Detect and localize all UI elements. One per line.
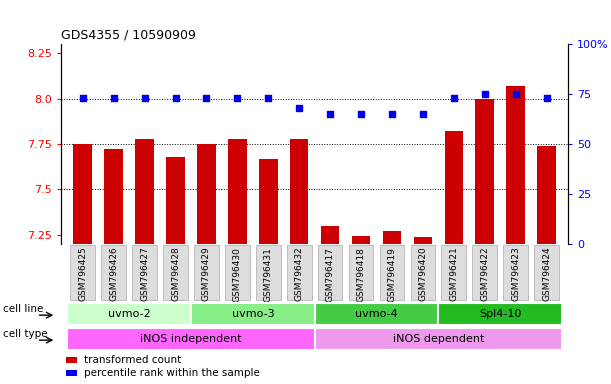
Text: uvmo-3: uvmo-3 [232, 309, 274, 319]
Text: GSM796430: GSM796430 [233, 247, 242, 301]
Point [232, 95, 242, 101]
Text: uvmo-4: uvmo-4 [355, 309, 398, 319]
Text: GSM796419: GSM796419 [387, 247, 397, 301]
FancyBboxPatch shape [67, 328, 315, 350]
Bar [382, 231, 401, 244]
FancyBboxPatch shape [318, 245, 343, 300]
FancyBboxPatch shape [315, 328, 562, 350]
FancyBboxPatch shape [349, 245, 373, 300]
Text: transformed count: transformed count [84, 355, 181, 365]
Text: GSM796418: GSM796418 [357, 247, 365, 301]
Text: uvmo-2: uvmo-2 [108, 309, 150, 319]
Point [449, 95, 459, 101]
FancyBboxPatch shape [503, 245, 528, 300]
FancyBboxPatch shape [163, 245, 188, 300]
FancyBboxPatch shape [315, 303, 438, 325]
FancyBboxPatch shape [472, 245, 497, 300]
Bar [135, 139, 154, 244]
Point [418, 111, 428, 117]
FancyBboxPatch shape [191, 303, 315, 325]
Text: GSM796428: GSM796428 [171, 247, 180, 301]
Point [356, 111, 366, 117]
FancyBboxPatch shape [256, 245, 280, 300]
Text: GSM796421: GSM796421 [449, 247, 458, 301]
FancyBboxPatch shape [287, 245, 312, 300]
Point [511, 91, 521, 97]
Text: GSM796431: GSM796431 [264, 247, 273, 301]
Text: cell type: cell type [3, 329, 48, 339]
Point [109, 95, 119, 101]
Bar [537, 146, 556, 244]
FancyBboxPatch shape [442, 245, 466, 300]
FancyBboxPatch shape [379, 245, 404, 300]
FancyBboxPatch shape [411, 245, 435, 300]
Bar [321, 226, 339, 244]
Text: GSM796422: GSM796422 [480, 247, 489, 301]
Point [480, 91, 489, 97]
Point [78, 95, 87, 101]
Point [387, 111, 397, 117]
Text: GSM796427: GSM796427 [140, 247, 149, 301]
Bar [475, 99, 494, 244]
Text: iNOS dependent: iNOS dependent [393, 334, 484, 344]
FancyBboxPatch shape [534, 245, 559, 300]
Text: cell line: cell line [3, 304, 43, 314]
FancyBboxPatch shape [101, 245, 126, 300]
Bar [228, 139, 247, 244]
Bar [290, 139, 309, 244]
Bar [197, 144, 216, 244]
Bar [73, 144, 92, 244]
Bar [166, 157, 185, 244]
Text: iNOS independent: iNOS independent [140, 334, 242, 344]
Text: GSM796424: GSM796424 [542, 247, 551, 301]
Text: GDS4355 / 10590909: GDS4355 / 10590909 [61, 28, 196, 41]
FancyBboxPatch shape [438, 303, 562, 325]
FancyBboxPatch shape [67, 303, 191, 325]
Text: GSM796429: GSM796429 [202, 247, 211, 301]
Text: GSM796417: GSM796417 [326, 247, 335, 301]
Text: GSM796423: GSM796423 [511, 247, 520, 301]
FancyBboxPatch shape [225, 245, 250, 300]
Point [170, 95, 180, 101]
Text: Spl4-10: Spl4-10 [479, 309, 521, 319]
Bar [66, 370, 78, 376]
Point [542, 95, 552, 101]
Bar [414, 237, 432, 244]
Text: GSM796425: GSM796425 [78, 247, 87, 301]
Text: percentile rank within the sample: percentile rank within the sample [84, 368, 260, 378]
Point [202, 95, 211, 101]
FancyBboxPatch shape [132, 245, 157, 300]
Bar [352, 236, 370, 244]
Point [325, 111, 335, 117]
FancyBboxPatch shape [70, 245, 95, 300]
Text: GSM796420: GSM796420 [419, 247, 427, 301]
Text: GSM796432: GSM796432 [295, 247, 304, 301]
Bar [104, 149, 123, 244]
Point [140, 95, 150, 101]
FancyBboxPatch shape [194, 245, 219, 300]
Bar [259, 159, 277, 244]
Text: GSM796426: GSM796426 [109, 247, 118, 301]
Bar [507, 86, 525, 244]
Point [263, 95, 273, 101]
Point [295, 105, 304, 111]
Bar [445, 131, 463, 244]
Bar [66, 357, 78, 363]
